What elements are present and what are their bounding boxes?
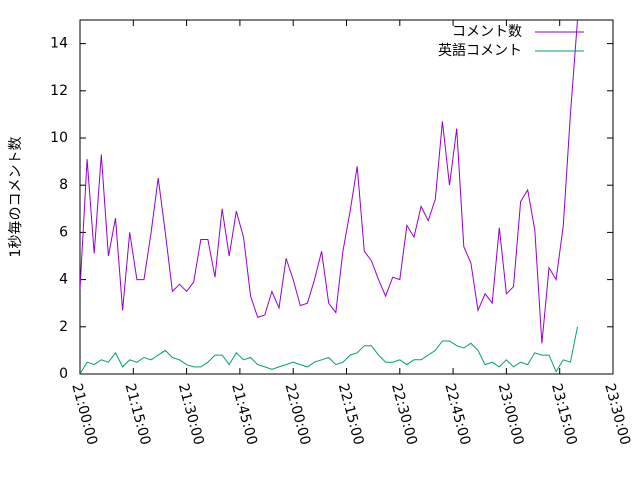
x-tick-label: 23:15:00: [548, 382, 580, 447]
y-tick-label: 4: [59, 272, 68, 288]
y-tick-label: 6: [59, 224, 68, 240]
y-tick-label: 12: [50, 83, 68, 99]
x-tick-label: 22:15:00: [335, 382, 367, 447]
x-tick-label: 22:00:00: [281, 382, 313, 447]
y-tick-label: 2: [59, 319, 68, 335]
y-tick-label: 8: [59, 177, 68, 193]
plot-frame: [79, 19, 614, 375]
y-tick-label: 10: [50, 130, 68, 146]
legend-label: 英語コメント: [438, 42, 522, 59]
legend-label: コメント数: [452, 24, 522, 40]
x-tick-label: 21:15:00: [122, 382, 154, 447]
x-tick-label: 21:00:00: [68, 382, 100, 447]
x-tick-label: 22:30:00: [388, 382, 420, 447]
x-tick-label: 23:30:00: [601, 382, 633, 447]
x-tick-label: 21:45:00: [228, 382, 260, 447]
y-tick-label: 0: [59, 366, 68, 382]
series-line: [80, 19, 578, 344]
x-tick-label: 21:30:00: [175, 382, 207, 447]
series-line: [80, 326, 578, 375]
y-tick-label: 14: [50, 36, 68, 52]
y-axis-label: 1秒毎のコメント数: [8, 137, 24, 258]
x-tick-label: 22:45:00: [441, 382, 473, 447]
x-tick-label: 23:00:00: [495, 382, 527, 447]
